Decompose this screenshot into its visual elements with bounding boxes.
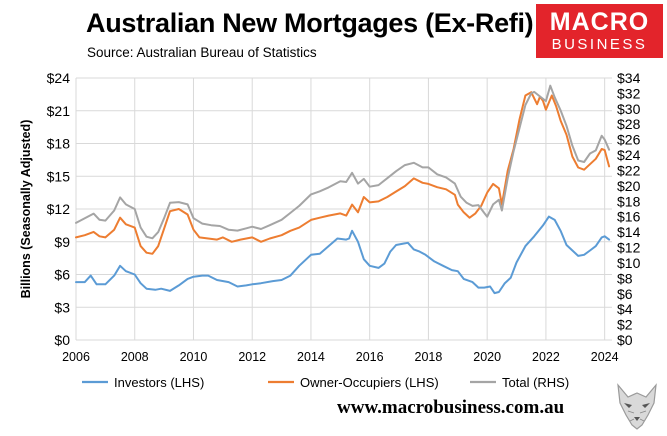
x-tick-label: 2016 [356, 350, 384, 364]
y-tick-label-right: $8 [617, 270, 633, 286]
axes: $0$3$6$9$12$15$18$21$24$0$2$4$6$8$10$12$… [19, 70, 641, 364]
wolf-logo-icon [617, 383, 657, 430]
y-tick-label-left: $3 [54, 299, 70, 315]
x-tick-label: 2006 [62, 350, 90, 364]
y-tick-label-left: $18 [47, 136, 71, 152]
x-tick-label: 2022 [532, 350, 560, 364]
x-tick-label: 2008 [121, 350, 149, 364]
y-tick-label-left: $9 [54, 234, 70, 250]
y-tick-label-right: $20 [617, 178, 641, 194]
y-tick-label-left: $6 [54, 267, 70, 283]
series-line [75, 91, 611, 255]
footer-url: www.macrobusiness.com.au [337, 397, 565, 418]
y-tick-label-left: $24 [47, 70, 71, 86]
y-tick-label-right: $24 [617, 147, 641, 163]
y-tick-label-right: $26 [617, 132, 641, 148]
y-tick-label-right: $4 [617, 301, 633, 317]
x-tick-label: 2010 [180, 350, 208, 364]
chart-title: Australian New Mortgages (Ex-Refi) [86, 8, 534, 38]
legend-label: Owner-Occupiers (LHS) [300, 375, 439, 390]
y-tick-label-left: $12 [47, 201, 71, 217]
y-tick-label-right: $12 [617, 240, 641, 256]
y-tick-label-left: $15 [47, 168, 71, 184]
y-tick-label-right: $2 [617, 317, 633, 333]
y-tick-label-right: $10 [617, 255, 641, 271]
y-tick-label-right: $6 [617, 286, 633, 302]
logo-line-1: MACRO [549, 8, 650, 36]
y-tick-label-right: $14 [617, 224, 641, 240]
y-tick-label-left: $0 [54, 332, 70, 348]
y-tick-label-right: $34 [617, 70, 641, 86]
y-tick-label-right: $16 [617, 209, 641, 225]
x-tick-label: 2012 [238, 350, 266, 364]
x-tick-label: 2024 [591, 350, 619, 364]
y-tick-label-right: $28 [617, 116, 641, 132]
y-tick-label-left: $21 [47, 103, 71, 119]
y-axis-title: Billions (Seasonally Adjusted) [19, 120, 33, 299]
legend-label: Total (RHS) [502, 375, 569, 390]
logo-line-2: BUSINESS [551, 36, 648, 53]
y-tick-label-right: $32 [617, 85, 641, 101]
x-tick-label: 2018 [415, 350, 443, 364]
series-line [75, 215, 611, 295]
gridlines [75, 77, 612, 341]
x-tick-label: 2014 [297, 350, 325, 364]
y-tick-label-right: $30 [617, 101, 641, 117]
legend-label: Investors (LHS) [114, 375, 204, 390]
legend: Investors (LHS) Owner-Occupiers (LHS) Tota… [82, 375, 569, 390]
chart-source: Source: Australian Bureau of Statistics [87, 45, 317, 60]
series-line [75, 84, 611, 240]
series-lines [75, 84, 611, 295]
x-tick-label: 2020 [473, 350, 501, 364]
y-tick-label-right: $18 [617, 193, 641, 209]
macrobusiness-logo: MACRO BUSINESS [536, 4, 663, 58]
y-tick-label-right: $22 [617, 162, 641, 178]
y-tick-label-right: $0 [617, 332, 633, 348]
